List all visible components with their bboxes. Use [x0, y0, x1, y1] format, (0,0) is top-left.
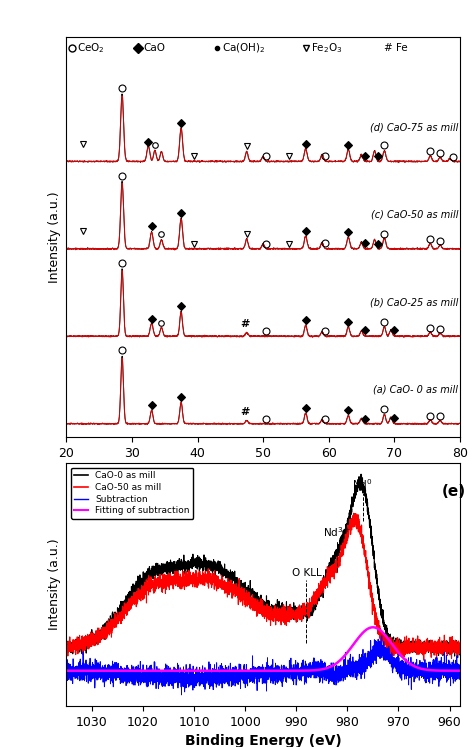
- Text: (e): (e): [442, 484, 466, 500]
- Y-axis label: Intensity (a.u.): Intensity (a.u.): [48, 539, 61, 630]
- Text: Nd$^{3+}$: Nd$^{3+}$: [323, 525, 351, 539]
- Text: Ca(OH)$_2$: Ca(OH)$_2$: [222, 41, 266, 55]
- Text: (a) CaO- 0 as mill: (a) CaO- 0 as mill: [374, 385, 458, 394]
- Text: (b) CaO-25 as mill: (b) CaO-25 as mill: [370, 297, 458, 307]
- Legend: CaO-0 as mill, CaO-50 as mill, Subtraction, Fitting of subtraction: CaO-0 as mill, CaO-50 as mill, Subtracti…: [71, 468, 193, 519]
- Y-axis label: Intensity (a.u.): Intensity (a.u.): [48, 191, 61, 283]
- Text: O KLL: O KLL: [292, 568, 321, 577]
- Text: # Fe: # Fe: [384, 43, 408, 53]
- Text: #: #: [240, 407, 249, 418]
- X-axis label: Binding Energy (eV): Binding Energy (eV): [185, 734, 341, 747]
- Text: (d) CaO-75 as mill: (d) CaO-75 as mill: [370, 123, 458, 132]
- Text: (c) CaO-50 as mill: (c) CaO-50 as mill: [371, 210, 458, 220]
- Text: Nd$^0$: Nd$^0$: [352, 477, 373, 491]
- X-axis label: 2θ (degree): 2θ (degree): [217, 465, 309, 480]
- Text: Fe$_2$O$_3$: Fe$_2$O$_3$: [311, 41, 343, 55]
- Text: CeO$_2$: CeO$_2$: [77, 41, 105, 55]
- Text: CaO: CaO: [144, 43, 166, 53]
- Text: #: #: [240, 319, 249, 329]
